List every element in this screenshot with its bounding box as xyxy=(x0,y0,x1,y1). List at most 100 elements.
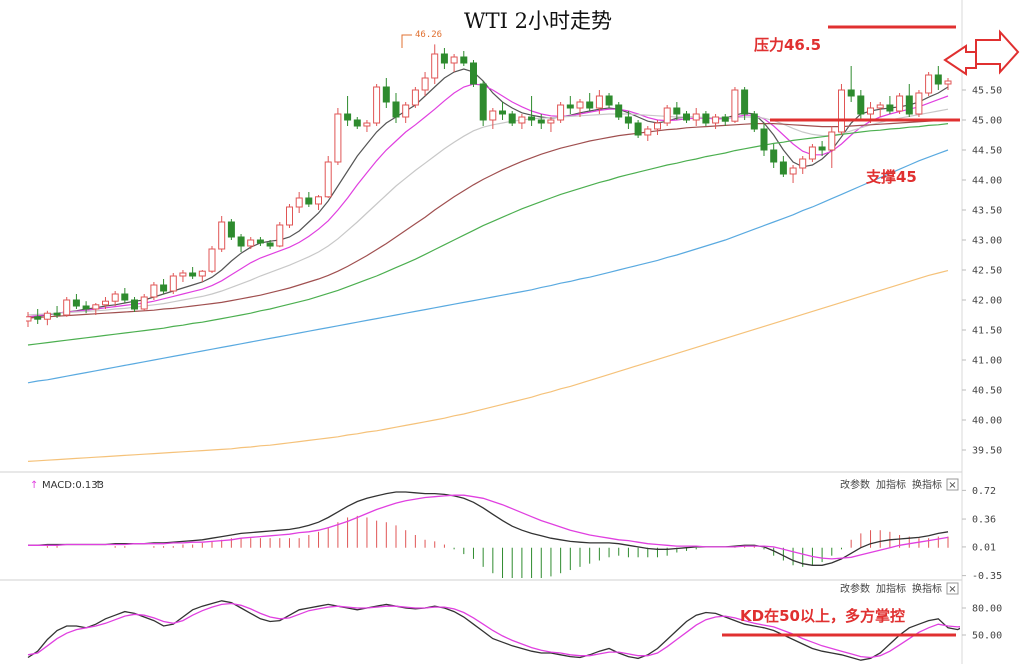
candle xyxy=(537,114,545,129)
kd-k-line xyxy=(27,600,960,661)
candle-body xyxy=(470,62,477,85)
candle-body xyxy=(286,206,293,226)
change-params-button[interactable]: 改参数 xyxy=(840,478,870,491)
candle-body xyxy=(92,304,100,310)
candle xyxy=(92,303,100,315)
candle-body xyxy=(886,104,894,112)
candle xyxy=(460,51,468,66)
candle xyxy=(905,84,913,117)
candle-body xyxy=(905,95,913,115)
candle-body xyxy=(218,221,226,250)
macd-arrow-icon: ↑ xyxy=(30,480,38,491)
candle xyxy=(402,102,410,123)
candle-body xyxy=(43,312,51,320)
candle-body xyxy=(111,293,119,302)
kd-axis-ticks: 80.00 50.00 xyxy=(962,604,1002,642)
candle-body xyxy=(702,113,710,124)
candle xyxy=(828,126,836,168)
candle-body xyxy=(247,239,255,247)
candle-body xyxy=(276,224,284,247)
price-tick-label: 42.00 xyxy=(972,296,1002,307)
candle-body xyxy=(256,239,264,244)
candle xyxy=(431,44,439,84)
candle-body xyxy=(315,196,322,205)
candle-body xyxy=(82,305,90,310)
candle-body xyxy=(838,89,845,133)
candle-body xyxy=(760,128,768,151)
candle xyxy=(702,111,710,126)
candle xyxy=(82,301,90,314)
macd-dif-line xyxy=(28,491,949,566)
kd-change-params-button[interactable]: 改参数 xyxy=(840,582,870,595)
candle xyxy=(286,204,293,228)
close-kd-button[interactable] xyxy=(946,582,959,595)
candle-body xyxy=(305,197,313,205)
candle xyxy=(189,267,197,279)
candle-body xyxy=(266,242,274,247)
ma-line-0 xyxy=(27,68,949,319)
candle-body xyxy=(712,116,720,124)
candle xyxy=(644,126,652,141)
candle xyxy=(712,114,720,129)
candle-body xyxy=(179,272,187,277)
candle-body xyxy=(150,284,158,298)
candle-body xyxy=(925,74,933,94)
candle xyxy=(237,234,245,252)
candle-body xyxy=(63,299,71,316)
candle-body xyxy=(508,113,516,124)
candle xyxy=(227,219,235,240)
candle-body xyxy=(721,116,729,122)
candle xyxy=(518,114,526,129)
candle xyxy=(53,306,61,318)
candle-body xyxy=(479,83,487,121)
candle-body xyxy=(673,107,681,115)
candle xyxy=(26,312,32,327)
candle xyxy=(324,156,332,198)
candle xyxy=(838,84,845,135)
high-price-marker xyxy=(401,34,412,48)
macd-axis-ticks: 0.72 0.36 0.01 -0.35 xyxy=(962,486,1002,582)
candle xyxy=(479,81,487,126)
candle xyxy=(779,156,787,177)
candle-body xyxy=(808,146,816,160)
candle xyxy=(363,120,371,132)
candle-body xyxy=(576,101,584,109)
candle xyxy=(663,105,671,126)
kd-annotation: KD在50以上，多方掌控 xyxy=(740,607,905,625)
candle xyxy=(102,297,109,309)
candle-body xyxy=(489,110,497,121)
candle xyxy=(266,240,274,249)
candle xyxy=(411,87,419,108)
candle xyxy=(721,114,729,126)
candle-body xyxy=(72,299,80,307)
macd-controls: 改参数 加指标 换指标 × xyxy=(840,478,959,491)
switch-indicator-button[interactable]: 换指标 xyxy=(912,478,942,491)
price-tick-label: 43.50 xyxy=(972,206,1002,217)
ma-line-3 xyxy=(27,119,949,319)
candle-body xyxy=(654,122,661,130)
candle xyxy=(72,294,80,309)
candle xyxy=(896,93,904,114)
macd-tick-label: -0.35 xyxy=(972,571,1002,582)
candle-body xyxy=(121,293,129,301)
candle xyxy=(34,309,42,324)
candle-body xyxy=(528,116,536,121)
kd-add-indicator-button[interactable]: 加指标 xyxy=(876,582,906,595)
candle-body xyxy=(160,284,168,292)
price-tick-label: 44.50 xyxy=(972,146,1002,157)
kd-panel: 80.00 50.00 KD在50以上，多方掌控 xyxy=(27,580,1002,664)
ma-line-4 xyxy=(27,123,949,346)
candle-body xyxy=(499,110,506,115)
candle-body xyxy=(750,113,758,130)
candle-body xyxy=(34,316,42,320)
candle xyxy=(857,90,865,120)
candle xyxy=(615,102,623,120)
close-macd-button[interactable] xyxy=(946,478,959,491)
candle-body xyxy=(460,56,468,64)
candle xyxy=(392,93,400,123)
add-indicator-button[interactable]: 加指标 xyxy=(876,478,906,491)
candle xyxy=(595,90,603,114)
kd-switch-indicator-button[interactable]: 换指标 xyxy=(912,582,942,595)
candle-body xyxy=(334,113,342,163)
candle-body xyxy=(566,104,574,109)
